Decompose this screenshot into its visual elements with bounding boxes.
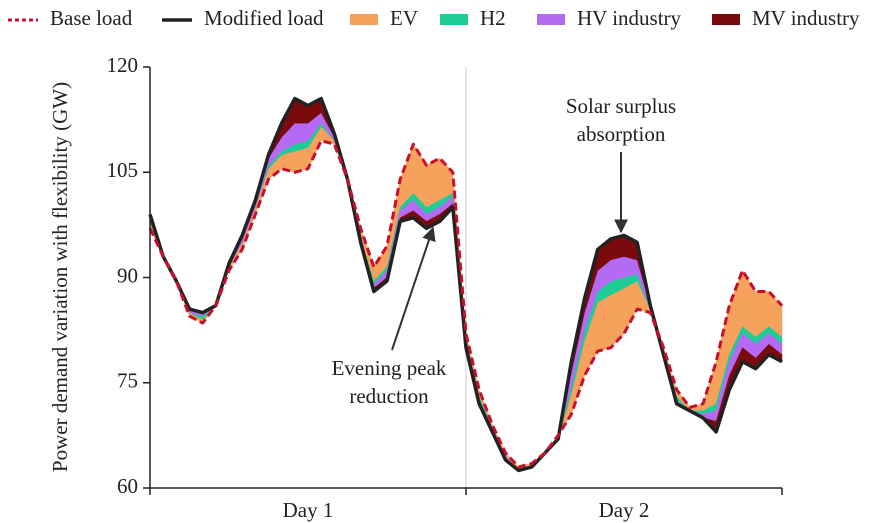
line-0 bbox=[148, 139, 784, 469]
annotation: Evening peak bbox=[332, 356, 447, 380]
legend-label: H2 bbox=[480, 6, 506, 30]
legend-label: MV industry bbox=[752, 6, 860, 30]
legend-label: Base load bbox=[50, 6, 133, 30]
annotation-arrow bbox=[391, 226, 436, 351]
y-tick-label: 75 bbox=[117, 369, 138, 393]
annotation: absorption bbox=[577, 122, 666, 146]
legend-label: EV bbox=[390, 6, 418, 30]
legend-swatch bbox=[350, 14, 378, 25]
x-category-label: Day 1 bbox=[283, 498, 334, 522]
legend-label: HV industry bbox=[577, 6, 682, 30]
y-tick-label: 90 bbox=[117, 263, 138, 287]
x-category-label: Day 2 bbox=[599, 498, 650, 522]
legend-swatch bbox=[537, 14, 565, 25]
annotation: Solar surplus bbox=[566, 94, 676, 118]
y-tick-label: 120 bbox=[107, 53, 139, 77]
legend-label: Modified load bbox=[204, 6, 324, 30]
line-1 bbox=[148, 96, 783, 473]
y-tick-label: 60 bbox=[117, 474, 138, 498]
plot-area bbox=[148, 67, 784, 488]
y-axis-label: Power demand variation with flexibility … bbox=[48, 82, 72, 472]
y-tick-label: 105 bbox=[107, 158, 139, 182]
annotation: reduction bbox=[349, 384, 429, 408]
legend-swatch bbox=[440, 14, 468, 25]
legend-swatch bbox=[712, 14, 740, 25]
